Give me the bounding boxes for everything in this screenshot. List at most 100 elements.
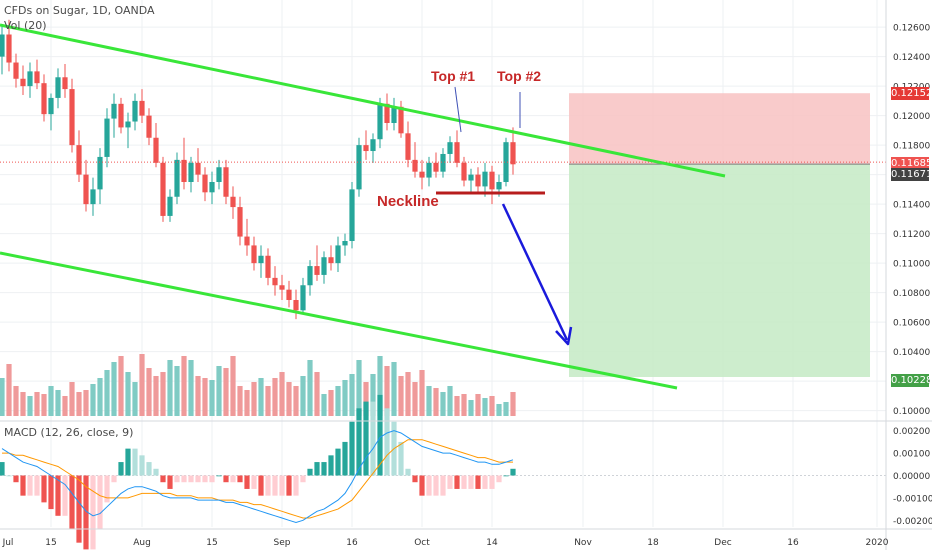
time-tick-label: Sep <box>274 538 291 548</box>
candle-body <box>349 189 355 241</box>
candle-body <box>314 266 320 275</box>
volume-bar <box>223 368 229 416</box>
candle-body <box>41 83 47 115</box>
volume-bars <box>0 354 516 416</box>
candle-body <box>258 255 264 264</box>
macd-histogram-bar <box>321 462 327 476</box>
macd-histogram-bar <box>153 468 159 476</box>
macd-pane <box>0 394 886 550</box>
target-arrow-shaft <box>501 203 569 341</box>
macd-tick-label: -0.00200 <box>893 517 932 527</box>
macd-histogram-bar <box>489 475 495 489</box>
macd-tick-label: 0.00100 <box>893 450 930 460</box>
top1-label: Top #1 <box>431 68 476 84</box>
candle-body <box>279 285 285 290</box>
volume-indicator-label: Vol (20) <box>4 19 47 32</box>
macd-line <box>1 430 514 524</box>
macd-histogram-bar <box>377 394 383 476</box>
macd-histogram-bar <box>209 475 215 483</box>
volume-bar <box>125 372 131 416</box>
volume-bar <box>13 386 19 416</box>
candle-body <box>34 71 40 84</box>
volume-bar <box>377 356 383 416</box>
candle-body <box>125 121 131 128</box>
candle-body <box>13 62 19 79</box>
macd-signal-line <box>2 439 513 519</box>
time-tick-label: 14 <box>486 538 498 548</box>
volume-bar <box>461 394 467 416</box>
price-tick-label: 0.10000 <box>893 407 930 417</box>
volume-bar <box>510 392 516 416</box>
volume-bar <box>279 372 285 416</box>
volume-bar <box>356 360 362 416</box>
volume-bar <box>27 396 33 416</box>
volume-bar <box>300 376 306 416</box>
macd-histogram-bar <box>293 475 299 496</box>
macd-histogram-bar <box>244 475 250 489</box>
candlesticks <box>0 19 516 320</box>
volume-bar <box>342 380 348 416</box>
volume-bar <box>188 360 194 416</box>
candle-body <box>384 103 390 123</box>
candle-body <box>244 236 250 246</box>
macd-histogram-bar <box>503 475 509 477</box>
candle-body <box>153 137 159 163</box>
volume-bar <box>293 386 299 416</box>
stop-loss-zone <box>569 93 870 165</box>
macd-histogram-bar <box>118 462 124 476</box>
volume-bar <box>335 386 341 416</box>
volume-bar <box>265 386 271 416</box>
volume-bar <box>237 386 243 416</box>
candle-body <box>132 100 138 122</box>
volume-bar <box>272 378 278 416</box>
macd-histogram-bar <box>160 475 166 483</box>
macd-histogram-bar <box>496 475 502 483</box>
time-tick-label: Dec <box>714 538 731 548</box>
macd-histogram-bar <box>370 401 376 476</box>
candle-body <box>27 71 33 87</box>
candle-body <box>216 167 222 182</box>
candle-body <box>454 142 460 163</box>
macd-histogram-bar <box>314 462 320 476</box>
macd-histogram-bar <box>405 468 411 476</box>
candle-body <box>510 142 516 165</box>
candle-body <box>433 162 439 172</box>
volume-bar <box>258 378 264 416</box>
macd-histogram-bar <box>0 462 5 476</box>
volume-bar <box>55 390 61 416</box>
time-tick-label: 16 <box>787 538 799 548</box>
volume-bar <box>405 372 411 416</box>
macd-histogram-bar <box>272 475 278 496</box>
candle-body <box>0 34 5 57</box>
candle-body <box>496 182 502 190</box>
macd-histogram-bar <box>41 475 47 503</box>
candle-body <box>503 142 509 182</box>
macd-histogram-bar <box>349 421 355 476</box>
candle-body <box>447 142 453 154</box>
volume-bar <box>48 386 54 416</box>
macd-histogram-bar <box>20 475 26 496</box>
price-tick-label: 0.11200 <box>893 230 930 240</box>
candle-body <box>426 162 432 178</box>
macd-histogram-bar <box>237 475 243 483</box>
candle-body <box>174 159 180 197</box>
macd-histogram-bar <box>104 475 110 503</box>
time-tick-label: 15 <box>45 538 56 548</box>
volume-bar <box>496 404 502 416</box>
macd-histogram-bar <box>251 475 257 489</box>
macd-histogram-bar <box>286 475 292 496</box>
candle-body <box>97 156 103 190</box>
candle-body <box>104 118 110 157</box>
neckline-label: Neckline <box>377 193 439 210</box>
volume-bar <box>216 366 222 416</box>
risk-reward-zones <box>569 93 870 377</box>
macd-histogram-bar <box>97 475 103 530</box>
volume-bar <box>167 360 173 416</box>
macd-histogram-bar <box>356 408 362 476</box>
macd-histogram-bar <box>188 475 194 483</box>
candle-body <box>209 182 215 193</box>
candle-body <box>139 100 145 116</box>
macd-histogram-bar <box>13 475 19 483</box>
volume-bar <box>370 374 376 416</box>
